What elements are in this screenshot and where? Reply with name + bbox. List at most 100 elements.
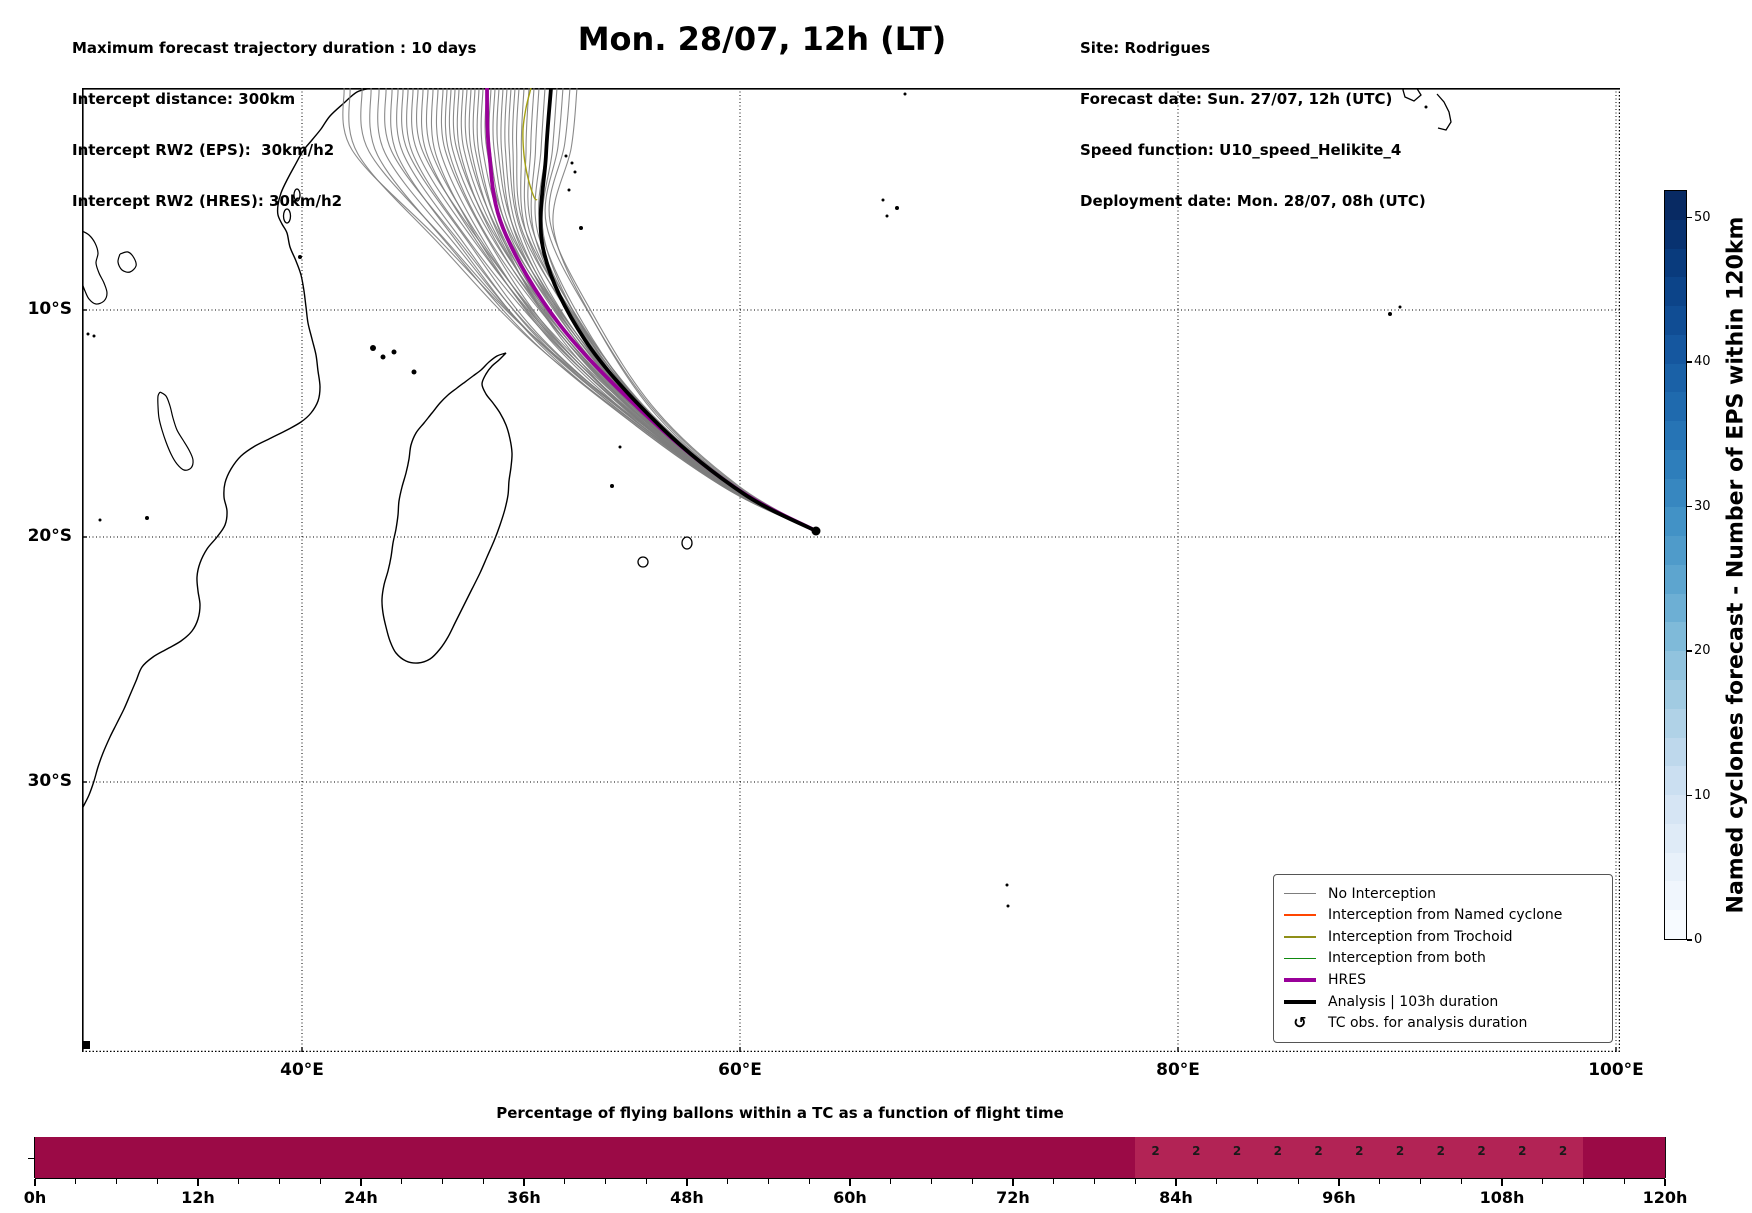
ensemble-track (484, 88, 817, 532)
flight-axis-tickmark (1012, 1179, 1014, 1186)
legend-line-sample (1284, 957, 1316, 960)
colorbar-step (1665, 507, 1686, 537)
lon-tick-60e: 60°E (718, 1060, 762, 1080)
legend-item-4: HRES (1284, 970, 1602, 991)
flight-axis-tickmark (686, 1179, 688, 1186)
eps-count-label: 2 (1477, 1144, 1486, 1158)
speed-function-text: Speed function: U10_speed_Helikite_4 (1080, 141, 1402, 159)
deployment-date-text: Deployment date: Mon. 28/07, 08h (UTC) (1080, 192, 1426, 210)
flight-axis-tick-label: 72h (996, 1188, 1030, 1207)
flight-axis-tickmark (34, 1179, 36, 1186)
flight-axis-tickmark (1216, 1179, 1218, 1184)
lon-tick-40e: 40°E (280, 1060, 324, 1080)
eps-count-label: 2 (1436, 1144, 1446, 1158)
eps-count-label: 2 (1558, 1144, 1568, 1158)
colorbar-tick-value: 10 (1694, 787, 1711, 803)
colorbar-step (1665, 651, 1686, 681)
island-speck (895, 206, 899, 210)
analysis-track (538, 88, 817, 533)
flight-axis-tickmark (1134, 1179, 1136, 1184)
colorbar-step (1665, 306, 1686, 335)
colorbar-tick-value: 20 (1694, 643, 1711, 658)
flight-axis-tickmark (890, 1179, 892, 1184)
island-speck (370, 345, 376, 351)
tc-obs-rotation-icon: ↺ (1293, 1013, 1307, 1033)
legend-label: Analysis | 103h duration (1328, 993, 1499, 1010)
colorbar-tickmark (1687, 505, 1692, 508)
colorbar-step (1665, 766, 1686, 796)
colorbar-step (1665, 334, 1686, 364)
island-speck (573, 170, 577, 174)
ensemble-track (464, 88, 817, 532)
island-speck (92, 334, 96, 338)
flight-axis-tickmark (767, 1179, 770, 1184)
island-speck (881, 198, 885, 202)
legend-line-sample (1284, 936, 1316, 938)
island-speck (391, 349, 397, 355)
island-speck (564, 154, 568, 158)
colorbar-step (1665, 536, 1686, 565)
trajectory-map (82, 88, 1620, 1052)
flight-axis-tickmark (727, 1179, 729, 1184)
colorbar-step (1665, 593, 1686, 623)
colorbar-tick-value: 30 (1694, 498, 1711, 514)
island-speck (298, 255, 302, 259)
ensemble-track (369, 88, 817, 532)
flight-axis-tickmark (401, 1179, 403, 1184)
colorbar-step (1665, 449, 1686, 479)
flight-axis-tickmark (523, 1179, 525, 1186)
island-speck (1424, 105, 1428, 109)
flight-axis-tick-label: 84h (1159, 1188, 1193, 1207)
colorbar-step (1665, 708, 1686, 738)
forecast-date-text: Forecast date: Sun. 27/07, 12h (UTC) (1080, 90, 1393, 108)
colorbar-tick-value: 50 (1694, 209, 1711, 225)
colorbar-tickmark (1687, 650, 1692, 652)
legend-label: Interception from both (1328, 950, 1486, 967)
eps-count-label: 2 (1192, 1144, 1201, 1158)
flight-axis-tickmark (1664, 1179, 1666, 1186)
ensemble-track (396, 88, 817, 532)
flight-axis-tick-label: 12h (181, 1188, 215, 1207)
colorbar-step (1665, 277, 1686, 307)
flight-axis-left-spine (34, 1137, 36, 1178)
flight-axis-tickmark (1297, 1179, 1299, 1184)
island-speck (1388, 312, 1392, 316)
colorbar-step (1665, 191, 1686, 220)
eps-count-label: 2 (1314, 1144, 1323, 1158)
legend-item-6: ↺ TC obs. for analysis duration (1284, 1013, 1602, 1034)
lon-tick-80e: 80°E (1156, 1060, 1200, 1080)
eps-count-label: 2 (1273, 1144, 1283, 1158)
forecast-metadata-block: Site: Rodrigues Forecast date: Sun. 27/0… (1080, 6, 1426, 244)
ensemble-track (430, 88, 817, 532)
colorbar-title: Named cyclones forecast - Number of EPS … (1723, 216, 1749, 914)
tc-overlay-segment (1135, 1137, 1584, 1178)
lake-outline (82, 230, 108, 305)
lat-tick-10s: 10°S (27, 299, 72, 319)
colorbar-step (1665, 881, 1686, 911)
flight-axis-bottom-spine (35, 1178, 1665, 1180)
flight-axis-tickmark (645, 1179, 647, 1184)
lon-tick-100e: 100°E (1588, 1060, 1644, 1080)
flight-axis-tickmark (360, 1179, 362, 1186)
flight-axis-tickmark (1175, 1179, 1177, 1186)
island-outline (293, 188, 301, 202)
flight-axis-tickmark (808, 1179, 810, 1184)
legend-line-sample (1284, 977, 1316, 983)
flight-axis-tickmark (1379, 1179, 1381, 1184)
colorbar-step (1665, 219, 1686, 249)
max-duration-text: Maximum forecast trajectory duration : 1… (72, 39, 477, 57)
island-speck (579, 226, 583, 230)
flight-axis-tick-label: 120h (1642, 1188, 1688, 1207)
flight-axis-tickmark (1582, 1179, 1585, 1184)
island-speck (1398, 305, 1402, 309)
legend-item-2: Interception from Trochoid (1284, 926, 1602, 947)
colorbar-step (1665, 795, 1686, 824)
coast-fragment (1402, 88, 1422, 102)
colorbar-step (1665, 910, 1686, 939)
flight-axis-tickmark (971, 1179, 973, 1184)
island-speck (380, 354, 386, 360)
island-speck (1005, 883, 1009, 887)
island-speck (885, 214, 889, 218)
eps-count-label: 2 (1518, 1144, 1527, 1158)
island-speck (86, 332, 90, 336)
